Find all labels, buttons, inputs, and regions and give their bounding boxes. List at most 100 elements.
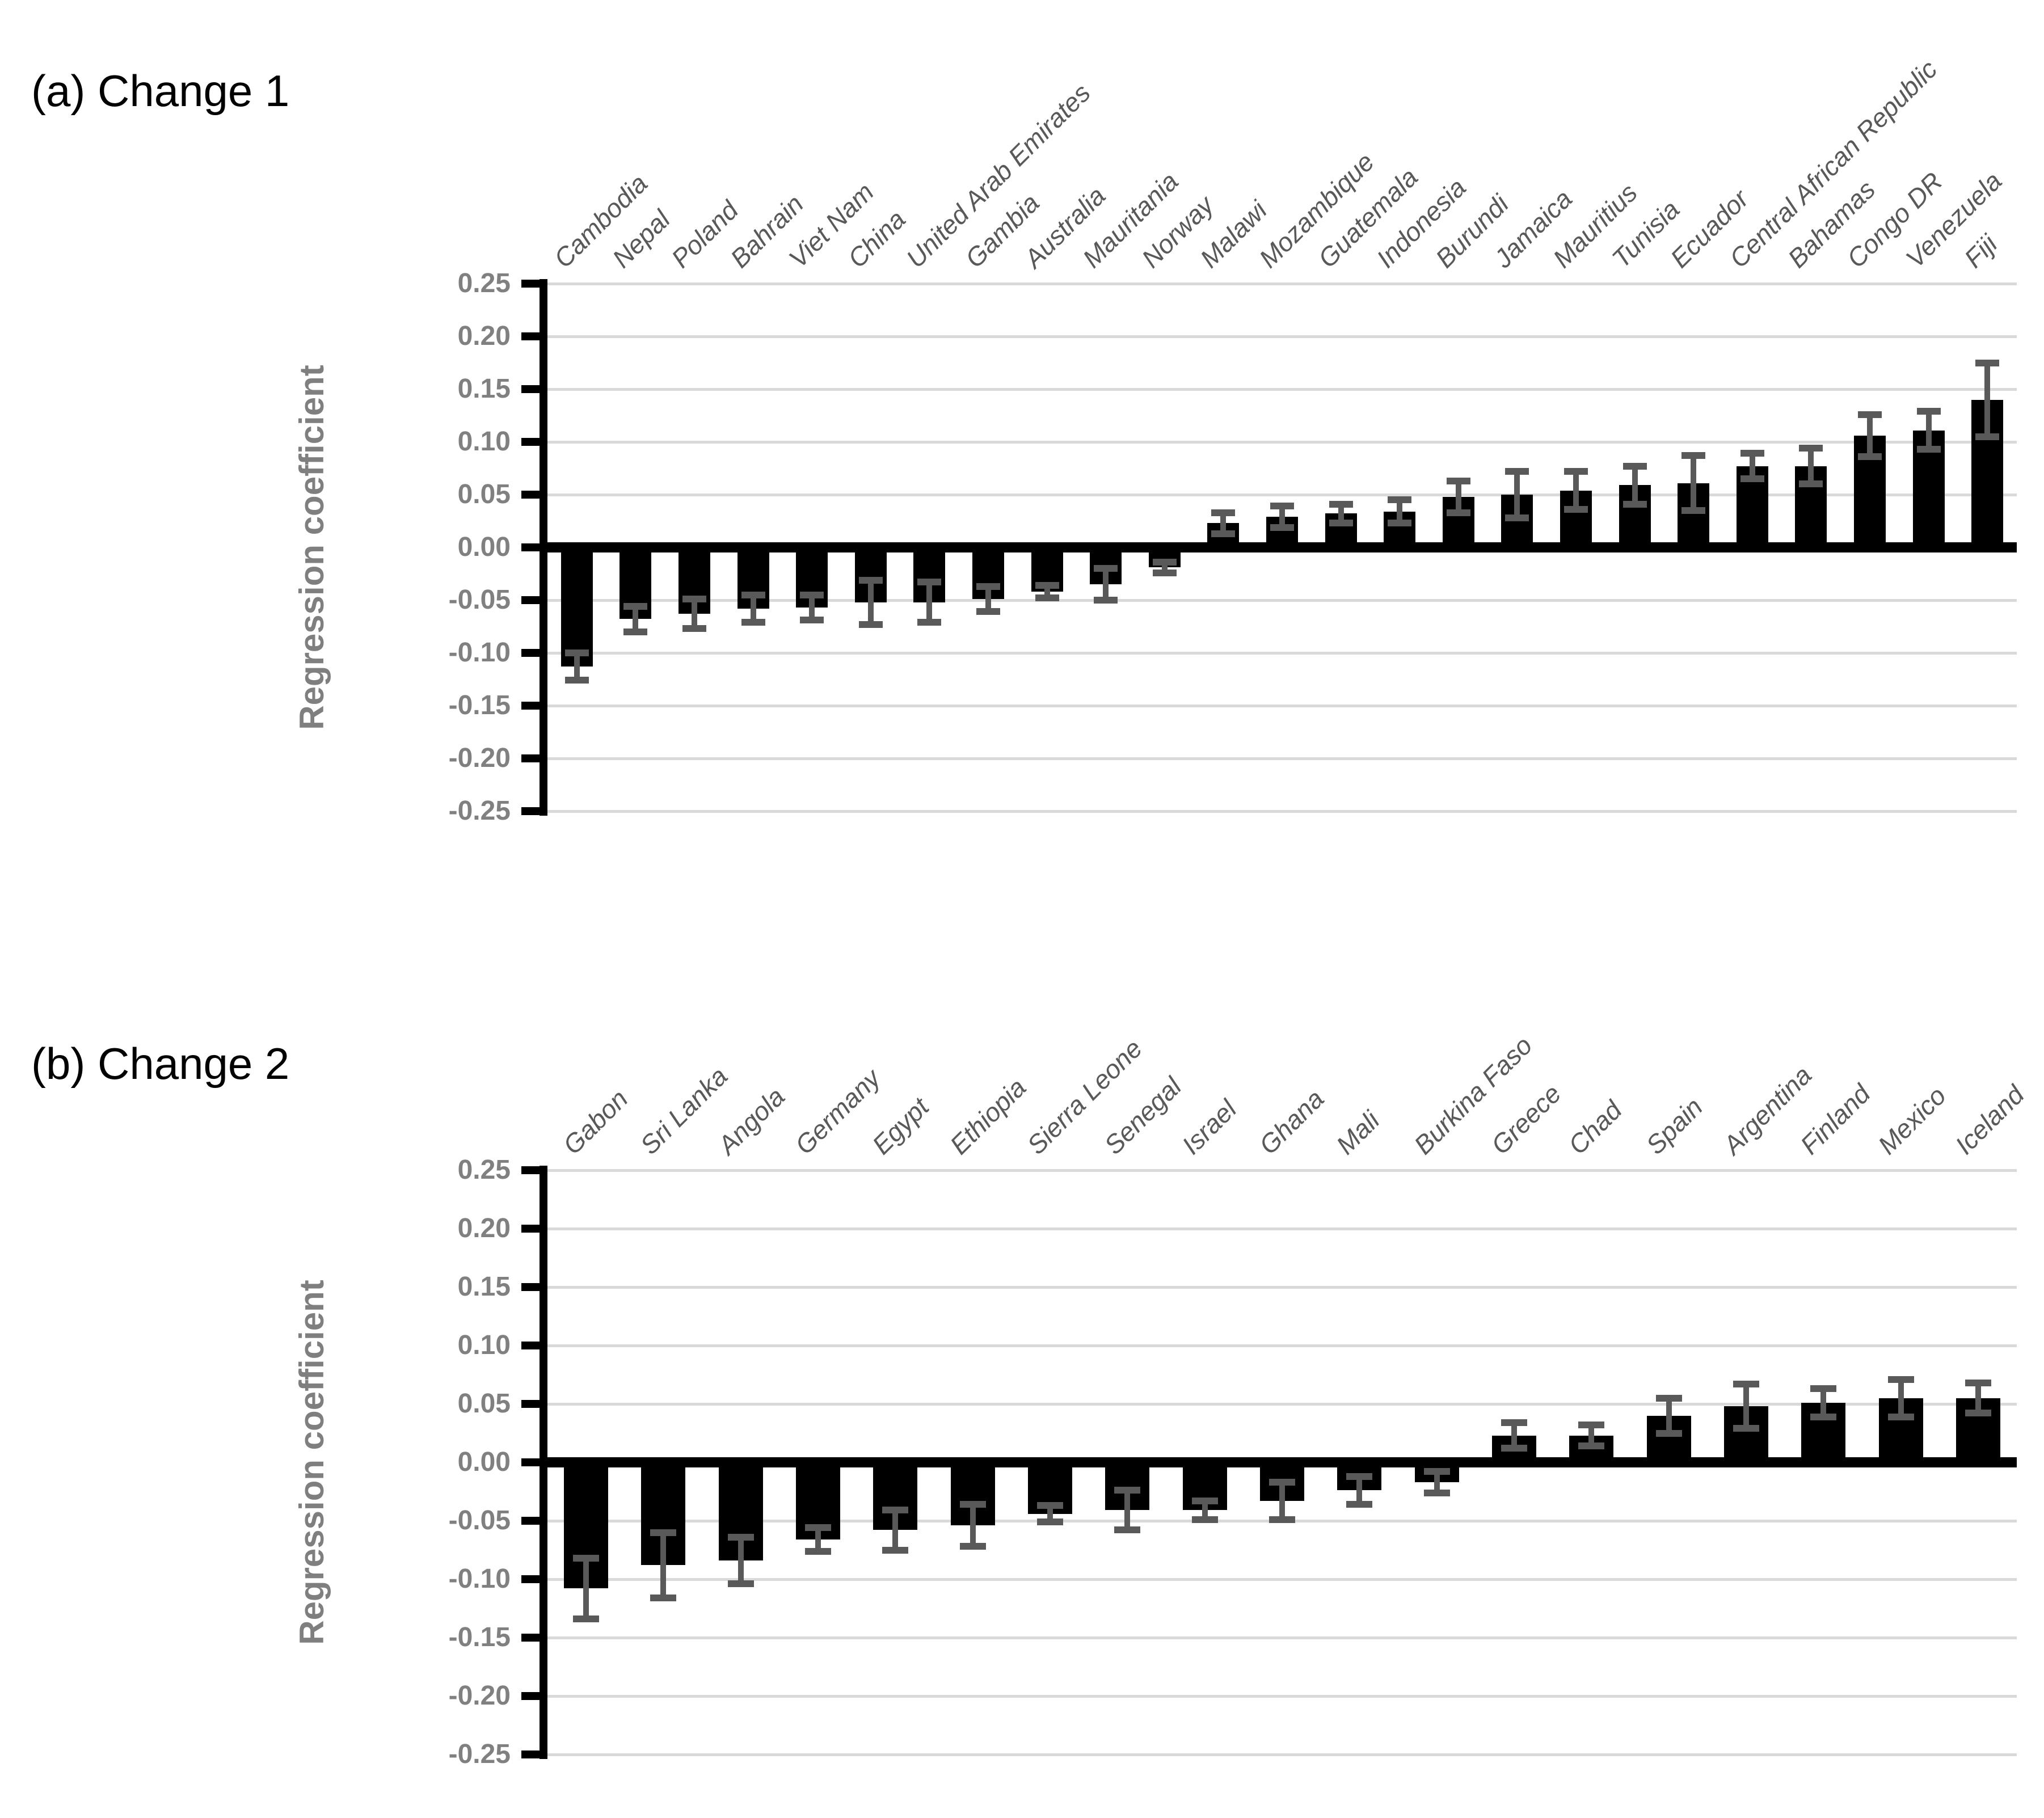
error-bar-cap-top-bahamas — [1799, 445, 1823, 452]
y-tick-label: 0.20 — [457, 321, 511, 351]
y-tick-label: 0.10 — [457, 427, 511, 457]
error-bar-angola — [737, 1537, 744, 1584]
y-tick-label: -0.15 — [448, 1622, 511, 1652]
error-bar-cap-bottom-bahrain — [741, 619, 765, 626]
error-bar-cap-top-fiji — [1975, 359, 2000, 366]
error-bar-cap-bottom-gabon — [573, 1615, 600, 1623]
error-bar-cap-bottom-mauritius — [1564, 506, 1588, 513]
gridline — [547, 493, 2017, 496]
error-bar-cap-top-mexico — [1887, 1376, 1914, 1383]
error-bar-cap-bottom-china — [858, 621, 883, 628]
error-bar-cap-top-angola — [727, 1533, 754, 1541]
category-label-poland: Poland — [665, 195, 744, 273]
error-bar-cap-bottom-greece — [1501, 1445, 1527, 1452]
panel-b-title: (b) Change 2 — [31, 1039, 290, 1089]
error-bar-cap-top-mali — [1346, 1473, 1373, 1480]
error-bar-cap-bottom-ethiopia — [959, 1543, 986, 1550]
error-bar-cap-top-congo-dr — [1858, 411, 1882, 418]
error-bar-burkina-faso — [1434, 1471, 1440, 1493]
error-bar-cap-bottom-guatemala — [1329, 520, 1353, 527]
error-bar-cap-top-china — [858, 576, 883, 584]
error-bar-cap-bottom-ghana — [1269, 1516, 1295, 1523]
error-bar-cap-top-central-african-republic — [1740, 450, 1764, 457]
y-tick-label: -0.20 — [448, 743, 511, 773]
error-bar-cap-top-guatemala — [1329, 500, 1353, 508]
y-tick-label: 0.15 — [457, 1272, 511, 1302]
error-bar-ghana — [1279, 1482, 1285, 1520]
error-bar-jamaica — [1514, 471, 1520, 518]
error-bar-guatemala — [1338, 504, 1344, 524]
error-bar-cap-top-bahrain — [741, 591, 765, 598]
category-label-ethiopia: Ethiopia — [943, 1072, 1032, 1160]
error-bar-united-arab-emirates — [926, 582, 933, 623]
error-bar-cap-bottom-indonesia — [1388, 520, 1412, 527]
error-bar-china — [867, 580, 874, 625]
error-bar-cap-top-poland — [682, 596, 706, 603]
gridline — [547, 1228, 2017, 1230]
gridline — [547, 1169, 2017, 1172]
error-bar-cap-bottom-poland — [682, 625, 706, 632]
y-axis-tick — [521, 1634, 541, 1642]
gridline — [547, 1753, 2017, 1756]
error-bar-cap-top-senegal — [1114, 1487, 1141, 1494]
gridline — [547, 1403, 2017, 1406]
gridline — [547, 1578, 2017, 1581]
error-bar-cap-top-malawi — [1211, 509, 1236, 516]
y-axis-tick — [521, 543, 541, 551]
error-bar-cap-bottom-mozambique — [1270, 524, 1294, 531]
error-bar-cap-bottom-nepal — [623, 628, 648, 635]
error-bar-bahrain — [750, 594, 756, 623]
error-bar-finland — [1820, 1389, 1827, 1417]
error-bar-cap-bottom-norway — [1152, 569, 1177, 576]
gridline — [547, 810, 2017, 813]
gridline — [547, 705, 2017, 707]
error-bar-cap-top-viet-nam — [800, 591, 824, 598]
gridline — [547, 1636, 2017, 1639]
y-tick-label: 0.00 — [457, 1447, 511, 1477]
y-axis-tick — [521, 438, 541, 446]
error-bar-cap-bottom-senegal — [1114, 1526, 1141, 1534]
error-bar-germany — [815, 1528, 821, 1551]
gridline — [547, 652, 2017, 655]
error-bar-cap-top-ecuador — [1681, 452, 1706, 459]
category-label-israel: Israel — [1175, 1094, 1242, 1160]
error-bar-cap-bottom-burkina-faso — [1423, 1489, 1450, 1496]
error-bar-cap-top-iceland — [1965, 1379, 1991, 1386]
error-bar-cap-bottom-gambia — [976, 608, 1000, 615]
error-bar-fiji — [1984, 362, 1991, 437]
y-axis-tick — [521, 491, 541, 499]
y-tick-label: 0.25 — [457, 268, 511, 298]
error-bar-norway — [1161, 562, 1168, 573]
y-axis-tick — [521, 1575, 541, 1583]
y-axis-tick — [521, 1750, 541, 1758]
error-bar-cap-top-gabon — [573, 1554, 600, 1562]
error-bar-cap-bottom-israel — [1191, 1516, 1218, 1523]
error-bar-cap-top-gambia — [976, 583, 1000, 590]
category-label-chad: Chad — [1562, 1095, 1628, 1160]
y-axis-tick — [521, 332, 541, 340]
gridline — [547, 441, 2017, 444]
error-bar-iceland — [1975, 1382, 1981, 1414]
gridline — [547, 1286, 2017, 1289]
error-bar-cap-top-israel — [1191, 1497, 1218, 1504]
error-bar-cap-top-jamaica — [1505, 468, 1529, 475]
y-axis-tick — [521, 754, 541, 762]
error-bar-cap-top-sri-lanka — [650, 1529, 677, 1536]
error-bar-cap-bottom-burundi — [1446, 509, 1470, 516]
error-bar-cap-top-burkina-faso — [1423, 1468, 1450, 1475]
error-bar-cambodia — [574, 653, 580, 681]
y-axis-tick — [521, 1517, 541, 1525]
error-bar-gabon — [583, 1558, 589, 1619]
error-bar-cap-bottom-egypt — [882, 1546, 909, 1554]
gridline — [547, 1344, 2017, 1347]
error-bar-cap-bottom-tunisia — [1622, 500, 1647, 508]
error-bar-gambia — [985, 586, 991, 612]
error-bar-cap-top-finland — [1810, 1385, 1837, 1393]
error-bar-cap-bottom-sri-lanka — [650, 1594, 677, 1601]
error-bar-cap-bottom-malawi — [1211, 530, 1236, 537]
gridline — [547, 282, 2017, 285]
bar-cambodia — [560, 547, 593, 667]
error-bar-mauritania — [1103, 568, 1109, 600]
error-bar-sri-lanka — [660, 1532, 667, 1598]
y-axis-tick — [521, 385, 541, 393]
